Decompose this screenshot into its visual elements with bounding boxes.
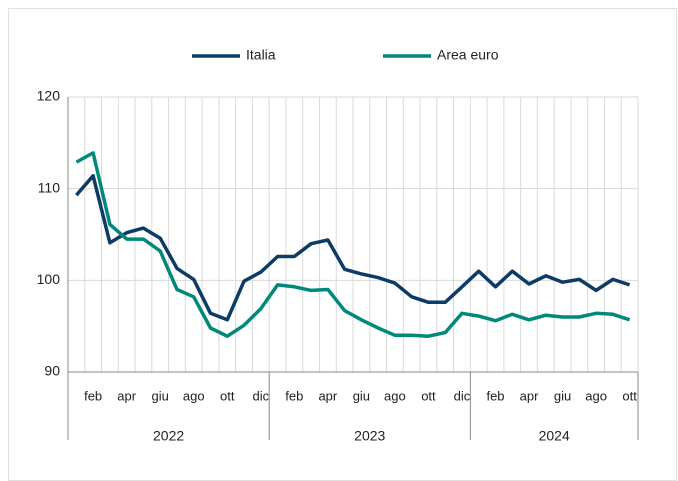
x-tick-label: giu [152, 388, 169, 403]
y-tick-label: 90 [44, 363, 60, 379]
x-tick-label: apr [520, 388, 539, 403]
y-tick-label: 110 [38, 179, 61, 195]
x-tick-label: dic [454, 388, 471, 403]
x-tick-label: apr [318, 388, 337, 403]
x-tick-label: giu [554, 388, 571, 403]
year-label: 2023 [354, 428, 385, 444]
x-tick-label: dic [252, 388, 269, 403]
x-tick-label: apr [117, 388, 136, 403]
series-line [75, 174, 631, 322]
x-tick-label: ott [220, 388, 235, 403]
x-tick-label: feb [285, 388, 303, 403]
year-label: 2022 [153, 428, 184, 444]
x-tick-label: ago [585, 388, 607, 403]
x-tick-label: giu [353, 388, 370, 403]
year-label: 2024 [539, 428, 570, 444]
x-tick-label: feb [486, 388, 504, 403]
y-tick-label: 100 [37, 271, 61, 287]
x-tick-label: feb [84, 388, 102, 403]
x-tick-label: ott [421, 388, 436, 403]
frame [8, 8, 677, 481]
x-tick-label: ott [622, 388, 637, 403]
y-tick-label: 120 [37, 88, 61, 104]
x-tick-label: ago [384, 388, 406, 403]
legend-label: Area euro [437, 47, 499, 63]
series-line [75, 151, 631, 338]
x-tick-label: ago [183, 388, 205, 403]
legend-label: Italia [246, 47, 276, 63]
